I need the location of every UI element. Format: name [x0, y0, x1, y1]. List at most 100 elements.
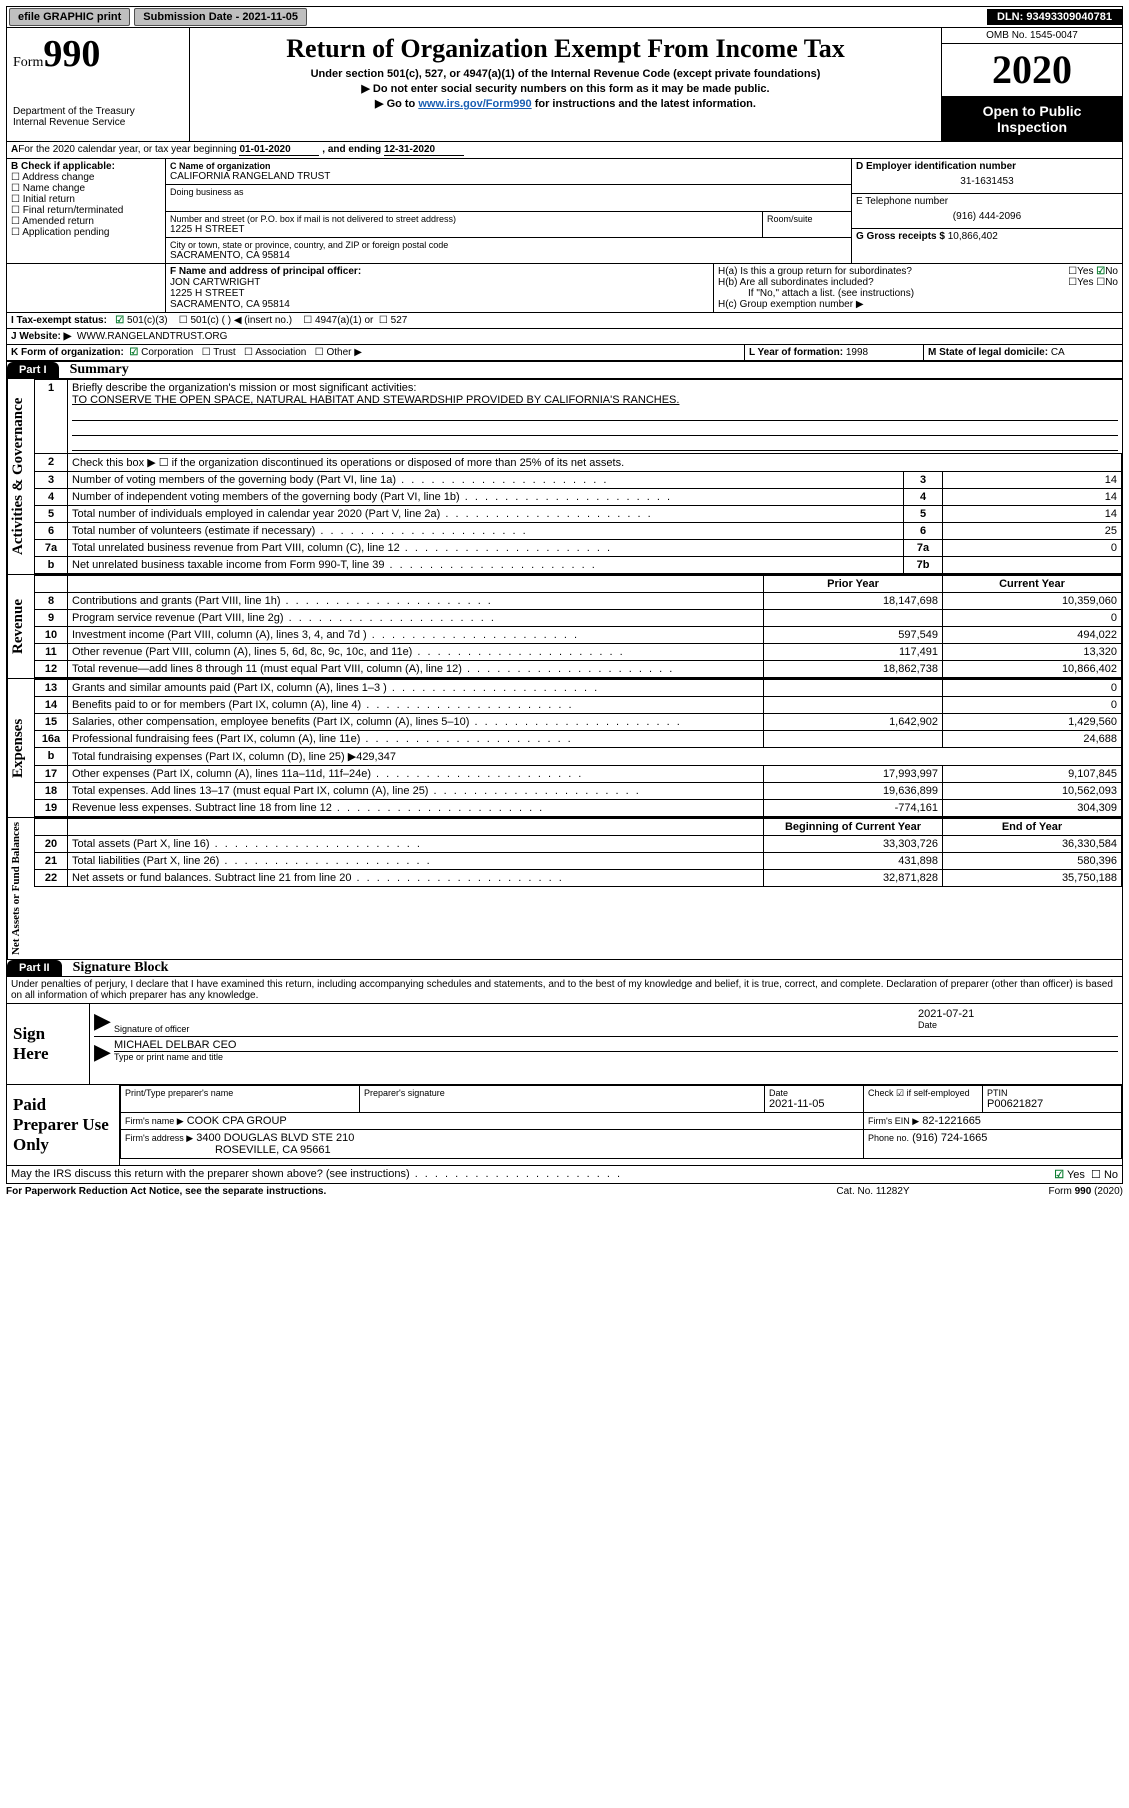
table-row: bTotal fundraising expenses (Part IX, co… — [35, 748, 1122, 766]
table-row: 13Grants and similar amounts paid (Part … — [35, 680, 1122, 697]
expenses-table: 13Grants and similar amounts paid (Part … — [34, 679, 1122, 817]
org-street: 1225 H STREET — [170, 224, 758, 235]
phone-value: (916) 444-2096 — [856, 207, 1118, 226]
box-b: B Check if applicable: ☐ Address change … — [7, 159, 166, 263]
side-net-assets: Net Assets or Fund Balances — [7, 818, 34, 959]
side-expenses: Expenses — [7, 679, 34, 817]
name-arrow-icon: ▶ — [94, 1039, 114, 1065]
part1-tab: Part I — [7, 362, 59, 378]
part2-tab: Part II — [7, 960, 62, 976]
state-domicile: CA — [1051, 347, 1065, 358]
org-info-block: B Check if applicable: ☐ Address change … — [6, 159, 1123, 264]
revenue-table: Prior Year Current Year 8Contributions a… — [34, 575, 1122, 678]
line-a-tax-year: AFor the 2020 calendar year, or tax year… — [6, 142, 1123, 159]
discuss-yes[interactable]: ☑ Yes — [1054, 1168, 1085, 1181]
officer-name-title: MICHAEL DELBAR CEO — [114, 1039, 1118, 1051]
chk-assoc[interactable]: ☐ Association — [244, 347, 306, 358]
table-row: 22Net assets or fund balances. Subtract … — [35, 870, 1122, 887]
chk-527[interactable]: ☐ 527 — [379, 315, 407, 326]
year-begin: 01-01-2020 — [239, 144, 319, 156]
summary-block: Activities & Governance 1 Briefly descri… — [6, 379, 1123, 960]
irs-discuss-row: May the IRS discuss this return with the… — [6, 1166, 1123, 1184]
org-city: SACRAMENTO, CA 95814 — [170, 250, 847, 261]
table-row: 7aTotal unrelated business revenue from … — [35, 540, 1122, 557]
chk-final-return[interactable]: ☐ Final return/terminated — [11, 205, 161, 216]
chk-initial-return[interactable]: ☐ Initial return — [11, 194, 161, 205]
paid-preparer-label: Paid Preparer Use Only — [13, 1095, 113, 1155]
website-value: WWW.RANGELANDTRUST.ORG — [77, 331, 228, 342]
mission-text: TO CONSERVE THE OPEN SPACE, NATURAL HABI… — [72, 394, 679, 406]
omb-number: OMB No. 1545-0047 — [942, 28, 1122, 44]
sig-date: 2021-07-21 — [918, 1008, 1118, 1020]
preparer-table: Print/Type preparer's name Preparer's si… — [120, 1085, 1122, 1159]
officer-group-block: F Name and address of principal officer:… — [6, 264, 1123, 313]
form-version: Form 990 (2020) — [973, 1186, 1123, 1197]
officer-city: SACRAMENTO, CA 95814 — [170, 299, 709, 310]
form-header: Form990 Department of the Treasury Inter… — [6, 28, 1123, 142]
signature-arrow-icon: ▶ — [94, 1008, 114, 1034]
discuss-no[interactable]: ☐ No — [1091, 1168, 1118, 1181]
box-klm: K Form of organization: ☑ Corporation ☐ … — [6, 345, 1123, 361]
submission-date-button[interactable]: Submission Date - 2021-11-05 — [134, 8, 307, 26]
irs-label: Internal Revenue Service — [13, 117, 183, 128]
governance-table: 1 Briefly describe the organization's mi… — [34, 379, 1122, 574]
top-toolbar: efile GRAPHIC print Submission Date - 20… — [6, 6, 1123, 28]
chk-amended-return[interactable]: ☐ Amended return — [11, 216, 161, 227]
h-a-yes[interactable]: ☐Yes — [1068, 266, 1093, 277]
h-a-no[interactable]: ☑No — [1096, 266, 1118, 277]
firm-address2: ROSEVILLE, CA 95661 — [125, 1144, 331, 1156]
chk-4947[interactable]: ☐ 4947(a)(1) or — [303, 315, 373, 326]
ssn-note: ▶ Do not enter social security numbers o… — [200, 82, 931, 95]
efile-print-button[interactable]: efile GRAPHIC print — [9, 8, 130, 26]
table-row: 17Other expenses (Part IX, column (A), l… — [35, 766, 1122, 783]
chk-other[interactable]: ☐ Other ▶ — [315, 347, 362, 358]
chk-corp[interactable]: ☑ Corporation — [129, 347, 193, 358]
table-row: 15Salaries, other compensation, employee… — [35, 714, 1122, 731]
chk-trust[interactable]: ☐ Trust — [202, 347, 236, 358]
box-f: F Name and address of principal officer:… — [166, 264, 714, 312]
part2-header: Part II Signature Block — [6, 960, 1123, 977]
ein-value: 31-1631453 — [856, 172, 1118, 191]
perjury-text: Under penalties of perjury, I declare th… — [6, 977, 1123, 1004]
year-box: OMB No. 1545-0047 2020 Open to Public In… — [941, 28, 1122, 141]
chk-501c[interactable]: ☐ 501(c) ( ) ◀ (insert no.) — [179, 315, 292, 326]
chk-application-pending[interactable]: ☐ Application pending — [11, 227, 161, 238]
table-row: 6Total number of volunteers (estimate if… — [35, 523, 1122, 540]
table-row: 12Total revenue—add lines 8 through 11 (… — [35, 661, 1122, 678]
dept-treasury: Department of the Treasury — [13, 106, 183, 117]
chk-501c3[interactable]: ☑ 501(c)(3) — [115, 315, 167, 326]
header-center: Return of Organization Exempt From Incom… — [190, 28, 941, 141]
firm-ein: 82-1221665 — [922, 1115, 981, 1127]
irs-link[interactable]: www.irs.gov/Form990 — [418, 98, 531, 110]
h-b-yes[interactable]: ☐Yes — [1068, 277, 1093, 288]
table-row: 3Number of voting members of the governi… — [35, 472, 1122, 489]
table-row: 10Investment income (Part VIII, column (… — [35, 627, 1122, 644]
year-formation: 1998 — [846, 347, 868, 358]
table-row: 19Revenue less expenses. Subtract line 1… — [35, 800, 1122, 817]
firm-name: COOK CPA GROUP — [187, 1115, 287, 1127]
tax-year: 2020 — [942, 44, 1122, 97]
form-number: 990 — [43, 33, 100, 75]
table-row: 21Total liabilities (Part X, line 26)431… — [35, 853, 1122, 870]
page-footer: For Paperwork Reduction Act Notice, see … — [6, 1184, 1123, 1199]
side-governance: Activities & Governance — [7, 379, 34, 574]
cat-no: Cat. No. 11282Y — [773, 1186, 973, 1197]
chk-self-employed[interactable]: Check ☑ if self-employed — [868, 1088, 978, 1099]
form-word: Form — [13, 55, 43, 70]
h-b-no[interactable]: ☐No — [1096, 277, 1118, 288]
sign-here-label: Sign Here — [13, 1024, 83, 1064]
part2-title: Signature Block — [73, 960, 169, 975]
dln-label: DLN: 93493309040781 — [987, 9, 1122, 25]
ptin-value: P00621827 — [987, 1098, 1117, 1110]
paperwork-notice: For Paperwork Reduction Act Notice, see … — [6, 1186, 773, 1197]
firm-address1: 3400 DOUGLAS BLVD STE 210 — [196, 1132, 354, 1144]
sign-here-block: Sign Here ▶ Signature of officer 2021-07… — [6, 1004, 1123, 1085]
form-number-box: Form990 Department of the Treasury Inter… — [7, 28, 190, 141]
table-row: 8Contributions and grants (Part VIII, li… — [35, 593, 1122, 610]
part1-title: Summary — [70, 362, 129, 377]
chk-address-change[interactable]: ☐ Address change — [11, 172, 161, 183]
chk-name-change[interactable]: ☐ Name change — [11, 183, 161, 194]
form-title: Return of Organization Exempt From Incom… — [200, 34, 931, 64]
preparer-date: 2021-11-05 — [769, 1098, 859, 1110]
side-revenue: Revenue — [7, 575, 34, 678]
